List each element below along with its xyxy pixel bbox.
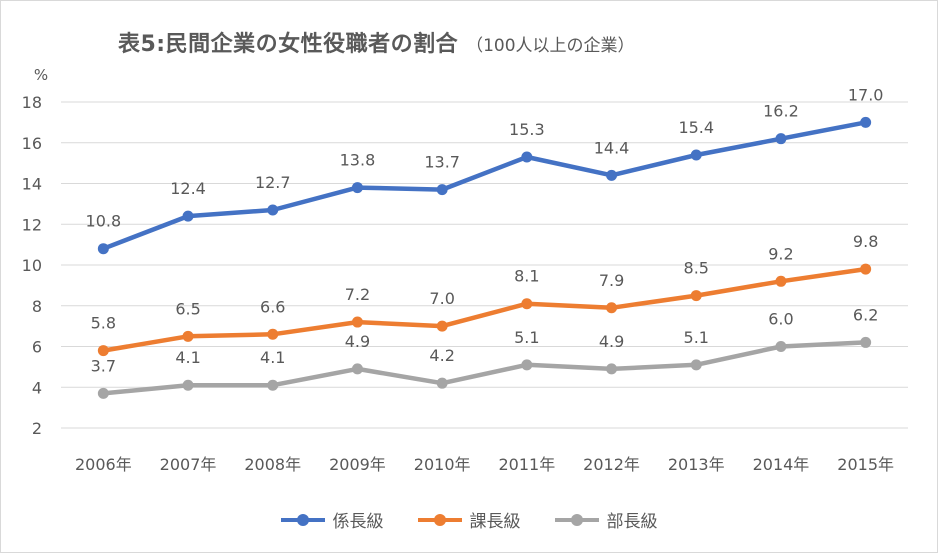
data-point — [521, 298, 533, 310]
data-label: 6.0 — [768, 310, 793, 329]
data-point — [182, 210, 194, 222]
data-point — [436, 320, 448, 332]
data-point — [606, 302, 618, 314]
data-label: 12.7 — [255, 173, 291, 192]
data-point — [860, 116, 872, 128]
x-tick-label: 2014年 — [753, 455, 810, 474]
data-point — [690, 290, 702, 302]
legend-item: 係長級 — [280, 507, 384, 532]
chart-title: 表5:民間企業の女性役職者の割合 — [118, 32, 459, 57]
x-tick-label: 2015年 — [837, 455, 894, 474]
data-point — [182, 379, 194, 391]
data-label: 3.7 — [91, 356, 116, 375]
data-point — [267, 379, 279, 391]
legend: 係長級 課長級 部長級 — [0, 507, 938, 532]
data-label: 9.2 — [768, 244, 793, 263]
x-tick-label: 2011年 — [498, 455, 555, 474]
data-point — [860, 263, 872, 275]
data-point — [351, 182, 363, 194]
legend-label: 課長級 — [469, 512, 521, 532]
data-point — [775, 341, 787, 352]
data-point — [690, 359, 702, 371]
data-point — [775, 275, 787, 287]
data-point — [521, 359, 533, 371]
data-point — [690, 149, 702, 161]
y-tick-label: 12 — [22, 215, 42, 234]
data-label: 6.5 — [175, 299, 200, 318]
data-point — [182, 330, 194, 342]
y-tick-label: 16 — [22, 134, 42, 153]
data-point — [860, 336, 872, 348]
data-label: 4.9 — [599, 332, 624, 351]
data-point — [521, 151, 533, 163]
data-point — [775, 133, 787, 145]
y-axis-unit-label: % — [34, 66, 48, 84]
data-label: 6.2 — [853, 305, 878, 324]
data-label: 7.9 — [599, 271, 624, 290]
data-point — [606, 363, 618, 375]
data-label: 17.0 — [848, 85, 884, 104]
data-label: 16.2 — [763, 102, 799, 121]
data-label: 8.5 — [684, 259, 709, 278]
data-label: 4.1 — [175, 348, 200, 367]
legend-swatch — [554, 513, 599, 527]
x-tick-label: 2008年 — [244, 455, 301, 474]
data-label: 10.8 — [86, 212, 122, 231]
legend-swatch — [417, 513, 462, 527]
y-tick-label: 4 — [32, 378, 42, 397]
x-tick-label: 2007年 — [160, 455, 217, 474]
data-label: 8.1 — [514, 267, 539, 286]
legend-swatch — [280, 513, 325, 527]
y-tick-label: 18 — [22, 93, 42, 112]
data-label: 14.4 — [594, 138, 630, 157]
data-label: 15.4 — [678, 118, 714, 137]
legend-item: 課長級 — [417, 507, 521, 532]
data-label: 7.2 — [345, 285, 370, 304]
y-tick-label: 10 — [22, 256, 42, 275]
data-point — [97, 387, 109, 399]
data-point — [351, 316, 363, 328]
legend-label: 係長級 — [332, 512, 384, 532]
data-label: 4.2 — [429, 346, 454, 365]
legend-item: 部長級 — [554, 507, 658, 532]
data-label: 12.4 — [170, 179, 206, 198]
series-line-1 — [101, 120, 868, 251]
data-label: 6.6 — [260, 297, 285, 316]
legend-label: 部長級 — [606, 512, 658, 532]
x-tick-label: 2013年 — [668, 455, 725, 474]
y-tick-label: 14 — [22, 175, 42, 194]
data-point — [436, 377, 448, 389]
data-label: 5.1 — [514, 328, 539, 347]
y-tick-label: 8 — [32, 297, 42, 316]
x-tick-label: 2010年 — [414, 455, 471, 474]
data-point — [97, 345, 109, 357]
y-tick-label: 2 — [32, 419, 42, 438]
data-point — [267, 328, 279, 340]
data-point — [436, 184, 448, 196]
data-label: 9.8 — [853, 232, 878, 251]
x-tick-label: 2006年 — [75, 455, 132, 474]
data-label: 15.3 — [509, 120, 545, 139]
data-label: 7.0 — [429, 289, 454, 308]
data-label: 4.9 — [345, 332, 370, 351]
x-tick-label: 2012年 — [583, 455, 640, 474]
chart-subtitle: （100人以上の企業） — [466, 36, 635, 56]
data-label: 4.1 — [260, 348, 285, 367]
data-point — [97, 243, 109, 255]
data-point — [351, 363, 363, 375]
data-point — [267, 204, 279, 216]
chart-title-block: 表5:民間企業の女性役職者の割合 （100人以上の企業） — [118, 26, 635, 58]
y-tick-label: 6 — [32, 338, 42, 357]
series-line-2 — [101, 266, 868, 353]
data-label: 13.7 — [424, 153, 460, 172]
x-tick-label: 2009年 — [329, 455, 386, 474]
series-line-3 — [101, 340, 868, 396]
data-point — [606, 169, 618, 181]
data-label: 5.8 — [91, 314, 116, 333]
data-label: 5.1 — [684, 328, 709, 347]
data-label: 13.8 — [340, 151, 376, 170]
